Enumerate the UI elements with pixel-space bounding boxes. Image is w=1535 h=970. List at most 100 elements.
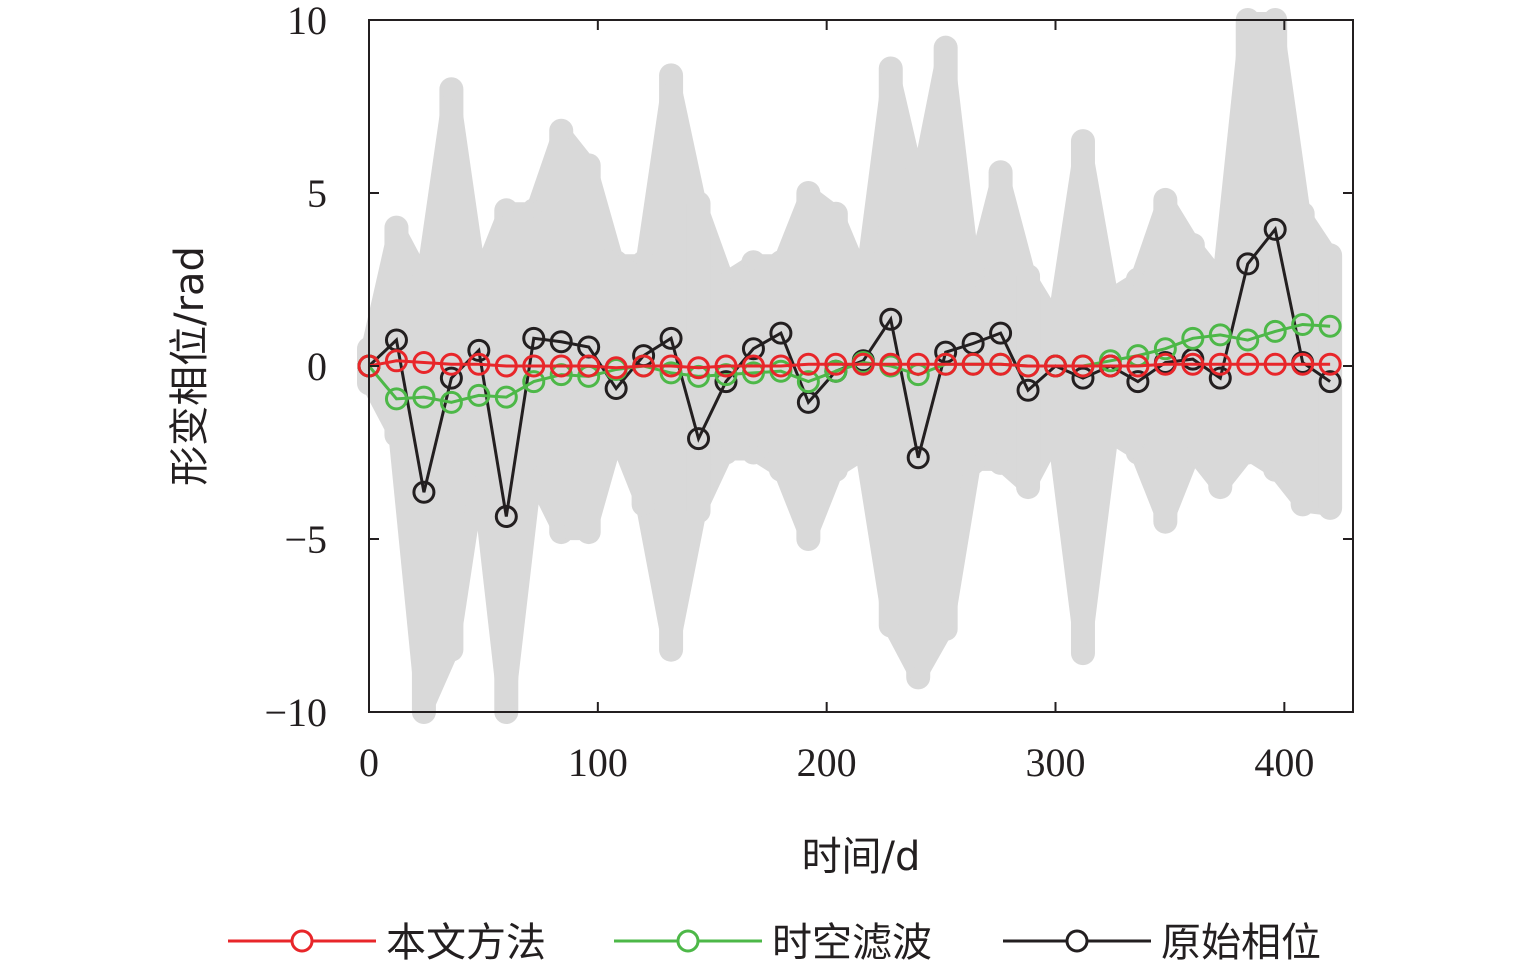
envelope-marker	[495, 199, 517, 221]
x-tick-label: 300	[1026, 740, 1086, 785]
data-point	[632, 354, 656, 378]
y-tick-label: −10	[264, 690, 327, 735]
data-point	[659, 326, 683, 350]
y-axis-title: 形变相位/rad	[167, 246, 213, 486]
data-point	[1181, 326, 1205, 350]
legend-label: 原始相位	[1161, 920, 1321, 966]
envelope-marker	[468, 269, 490, 290]
data-point	[906, 446, 930, 470]
data-point	[1181, 352, 1205, 376]
envelope-marker	[907, 666, 929, 688]
envelope-marker	[990, 161, 1012, 183]
envelope-marker	[1292, 493, 1314, 515]
data-point	[659, 361, 683, 385]
data-point	[824, 359, 848, 383]
data-point	[439, 366, 463, 390]
data-point	[1208, 366, 1232, 390]
data-point	[879, 352, 903, 376]
envelope-marker	[852, 442, 874, 463]
envelope-marker	[1209, 269, 1231, 290]
envelope-marker	[660, 639, 682, 661]
x-tick-label: 400	[1254, 740, 1314, 785]
envelope-marker	[550, 521, 572, 543]
envelope-marker	[605, 424, 627, 446]
data-point	[1016, 378, 1040, 402]
data-point	[1318, 370, 1342, 394]
data-point	[522, 370, 546, 394]
envelope-marker	[1154, 189, 1176, 211]
data-point	[577, 354, 601, 378]
data-point	[412, 385, 436, 409]
data-point	[741, 361, 765, 385]
envelope-marker	[468, 459, 490, 481]
envelope-marker	[440, 78, 462, 100]
data-point	[1318, 314, 1342, 338]
data-point	[439, 352, 463, 376]
data-point	[934, 352, 958, 376]
data-point	[1236, 352, 1260, 376]
envelope-marker	[742, 442, 764, 463]
series-line	[367, 322, 1331, 404]
envelope-marker	[770, 459, 792, 481]
x-axis-ticks: 0 100 200 300 400	[359, 20, 1314, 785]
data-point	[1126, 354, 1150, 378]
data-point	[1291, 312, 1315, 336]
envelope-marker	[962, 269, 984, 290]
data-point	[1263, 352, 1287, 376]
x-tick-label: 0	[359, 740, 379, 785]
data-point	[796, 352, 820, 376]
envelope-marker	[1045, 310, 1067, 332]
envelope-marker	[742, 251, 764, 273]
data-point	[687, 356, 711, 380]
data-point	[384, 387, 408, 411]
legend-item: 本文方法	[228, 920, 546, 966]
data-point	[494, 385, 518, 409]
y-tick-label: 10	[287, 0, 327, 43]
envelope-marker	[578, 521, 600, 543]
legend-swatch-marker	[290, 929, 314, 953]
data-point	[714, 354, 738, 378]
data-point	[467, 383, 491, 407]
envelope-marker	[688, 192, 710, 214]
data-point	[494, 354, 518, 378]
envelope-marker	[907, 175, 929, 197]
envelope-marker	[1017, 476, 1039, 498]
data-point	[1236, 328, 1260, 352]
data-point	[961, 352, 985, 376]
data-point	[1044, 354, 1068, 378]
envelope-marker	[1319, 244, 1341, 266]
envelope-marker	[660, 64, 682, 86]
data-point	[549, 354, 573, 378]
series-line	[368, 359, 1331, 370]
envelope-marker	[935, 618, 957, 640]
legend: 本文方法 时空滤波 原始相位	[228, 920, 1321, 966]
series-layer	[357, 217, 1342, 529]
envelope-marker	[797, 528, 819, 550]
data-point	[1016, 354, 1040, 378]
data-point	[824, 352, 848, 376]
data-point	[494, 505, 518, 529]
envelope-marker	[797, 182, 819, 204]
y-tick-label: 5	[307, 171, 327, 216]
data-point	[714, 370, 738, 394]
data-point	[1153, 352, 1177, 376]
data-point	[1071, 366, 1095, 390]
y-tick-label: 0	[307, 344, 327, 389]
data-point	[989, 321, 1013, 345]
data-point	[1208, 323, 1232, 347]
envelope-marker	[523, 466, 545, 488]
data-point	[851, 352, 875, 376]
envelope-marker	[1072, 642, 1094, 664]
envelope-marker	[440, 639, 462, 661]
envelope-marker	[550, 120, 572, 142]
legend-item: 时空滤波	[614, 920, 932, 966]
data-point	[1263, 217, 1287, 241]
envelope-marker	[852, 269, 874, 290]
data-point	[384, 349, 408, 373]
x-tick-label: 200	[797, 740, 857, 785]
series-本文方法	[357, 349, 1342, 380]
data-point	[1318, 352, 1342, 376]
data-point	[687, 427, 711, 451]
data-point	[1126, 370, 1150, 394]
